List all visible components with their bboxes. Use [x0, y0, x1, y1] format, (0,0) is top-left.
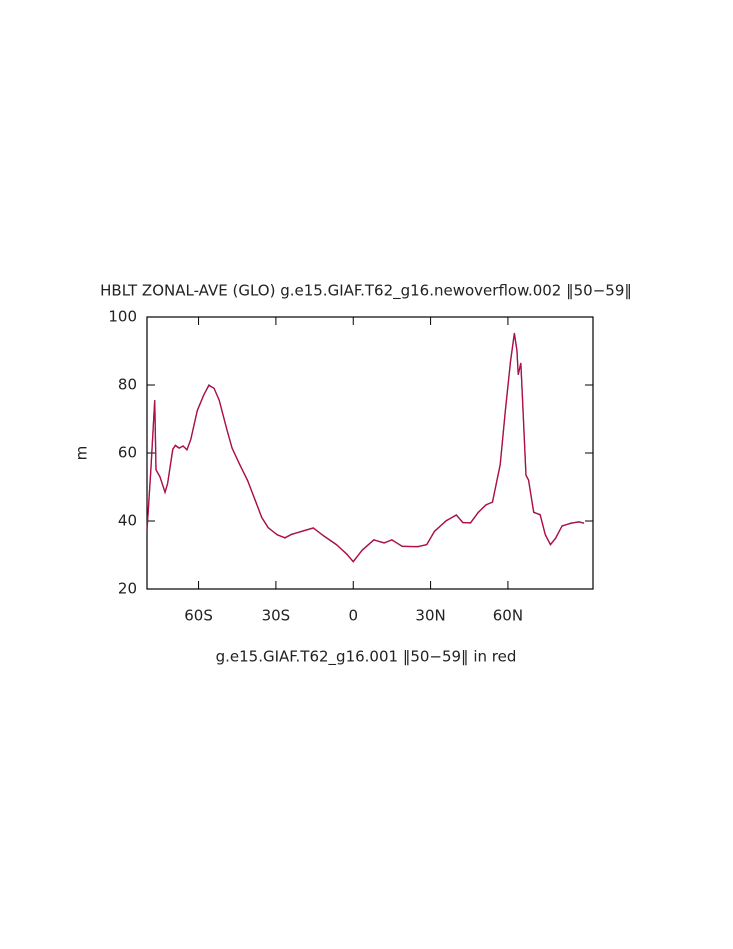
chart-subtitle: g.e15.GIAF.T62_g16.001 ‖50−59‖ in red	[216, 648, 517, 667]
y-axis-label: m	[73, 446, 91, 461]
x-tick-label: 60N	[493, 607, 523, 625]
plot-frame	[146, 316, 594, 590]
y-tick-label: 40	[118, 512, 137, 530]
x-tick-label: 30N	[415, 607, 445, 625]
x-tick-label: 30S	[262, 607, 291, 625]
y-tick-label: 20	[118, 580, 137, 598]
chart-title: HBLT ZONAL-AVE (GLO) g.e15.GIAF.T62_g16.…	[100, 282, 632, 301]
x-tick-label: 60S	[184, 607, 213, 625]
y-tick-label: 80	[118, 376, 137, 394]
y-tick-label: 60	[118, 444, 137, 462]
y-tick-label: 100	[108, 308, 137, 326]
data-line	[146, 333, 585, 563]
x-tick-label: 0	[348, 607, 358, 625]
